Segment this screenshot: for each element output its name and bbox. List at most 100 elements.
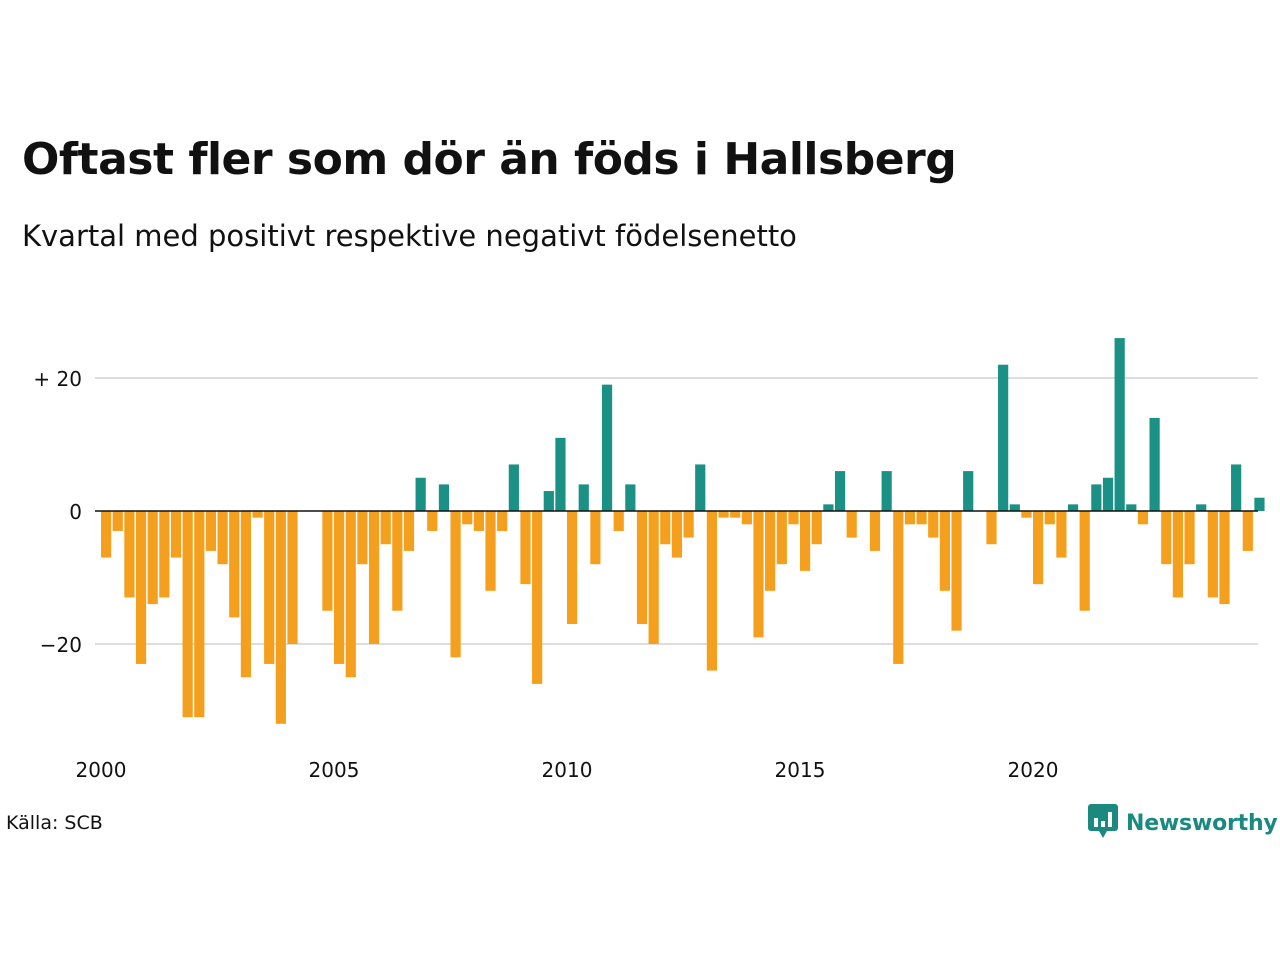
bar [613, 511, 624, 531]
x-tick-label: 2010 [542, 758, 593, 782]
bar [800, 511, 811, 571]
bar [1033, 511, 1044, 585]
bar [951, 511, 962, 631]
bar [846, 511, 857, 538]
bar [438, 484, 450, 511]
bars [101, 338, 1265, 724]
bar [112, 511, 123, 531]
bar [1009, 504, 1020, 511]
bar [601, 384, 613, 511]
bar [881, 471, 892, 511]
bar [380, 511, 391, 545]
bar [1219, 511, 1230, 605]
bar [543, 491, 554, 511]
bar [823, 504, 834, 511]
bar [403, 511, 415, 551]
bar [264, 511, 275, 664]
bar [1044, 511, 1055, 525]
chart-subtitle: Kvartal med positivt respektive negativt… [22, 219, 797, 253]
bar [532, 511, 543, 684]
bar [765, 511, 776, 591]
bar [473, 511, 484, 531]
source-note: Källa: SCB [6, 812, 103, 834]
bar [520, 511, 531, 585]
bar [706, 511, 717, 671]
bar [275, 511, 286, 724]
bar [1196, 504, 1207, 511]
bar [101, 511, 112, 558]
bar [368, 511, 380, 644]
bar [1231, 464, 1242, 511]
bar [334, 511, 345, 664]
bar [1242, 511, 1253, 551]
bar [834, 471, 846, 511]
bar [1184, 511, 1195, 565]
bar [893, 511, 904, 664]
y-tick-label: −20 [40, 633, 82, 657]
bar [462, 511, 473, 525]
bar [392, 511, 403, 611]
bar [625, 484, 636, 511]
bar [1172, 511, 1183, 598]
bar [450, 511, 461, 658]
bar [1161, 511, 1172, 565]
bar [357, 511, 368, 565]
y-tick-label: + 20 [33, 367, 82, 391]
bar [1079, 511, 1090, 611]
bar [124, 511, 135, 598]
bar [240, 511, 251, 678]
bar [904, 511, 916, 525]
y-axis: + 20 0 −20 [33, 367, 82, 657]
bar [205, 511, 217, 551]
bar [147, 511, 158, 605]
brand-logo: Newsworthy [1088, 804, 1278, 842]
x-tick-label: 2020 [1008, 758, 1059, 782]
bar [252, 511, 263, 518]
bar [1021, 511, 1032, 518]
bar [916, 511, 927, 525]
x-tick-label: 2005 [309, 758, 360, 782]
bar [578, 484, 589, 511]
bar [741, 511, 752, 525]
x-axis: 2000 2005 2010 2015 2020 [76, 758, 1059, 782]
bar [1137, 511, 1149, 525]
bar [194, 511, 205, 718]
bar [590, 511, 601, 565]
bar [1114, 338, 1125, 511]
bar-chart-speech-bubble-icon [1088, 804, 1118, 842]
bar [497, 511, 508, 531]
bar [508, 464, 519, 511]
bar [963, 471, 974, 511]
bar [869, 511, 881, 551]
bar [567, 511, 578, 625]
bar [1207, 511, 1218, 598]
bar [415, 477, 426, 511]
bar [1056, 511, 1067, 558]
bar [1091, 484, 1102, 511]
bar [660, 511, 671, 545]
bar [788, 511, 799, 525]
bar [928, 511, 939, 538]
bar [1102, 477, 1114, 511]
bar [811, 511, 822, 545]
bar [718, 511, 729, 518]
bar [998, 364, 1009, 511]
bar [636, 511, 648, 625]
brand-name: Newsworthy [1126, 810, 1278, 836]
bar [159, 511, 170, 598]
bar [683, 511, 694, 538]
bar [485, 511, 496, 591]
bar [555, 437, 566, 511]
bar [345, 511, 356, 678]
bar [753, 511, 764, 638]
x-tick-label: 2000 [76, 758, 127, 782]
x-tick-label: 2015 [775, 758, 826, 782]
bar [322, 511, 333, 611]
bar [427, 511, 438, 531]
bar [776, 511, 787, 565]
bar [648, 511, 659, 644]
bar [939, 511, 950, 591]
y-tick-label: 0 [69, 500, 82, 524]
bar [170, 511, 182, 558]
bar [135, 511, 147, 664]
